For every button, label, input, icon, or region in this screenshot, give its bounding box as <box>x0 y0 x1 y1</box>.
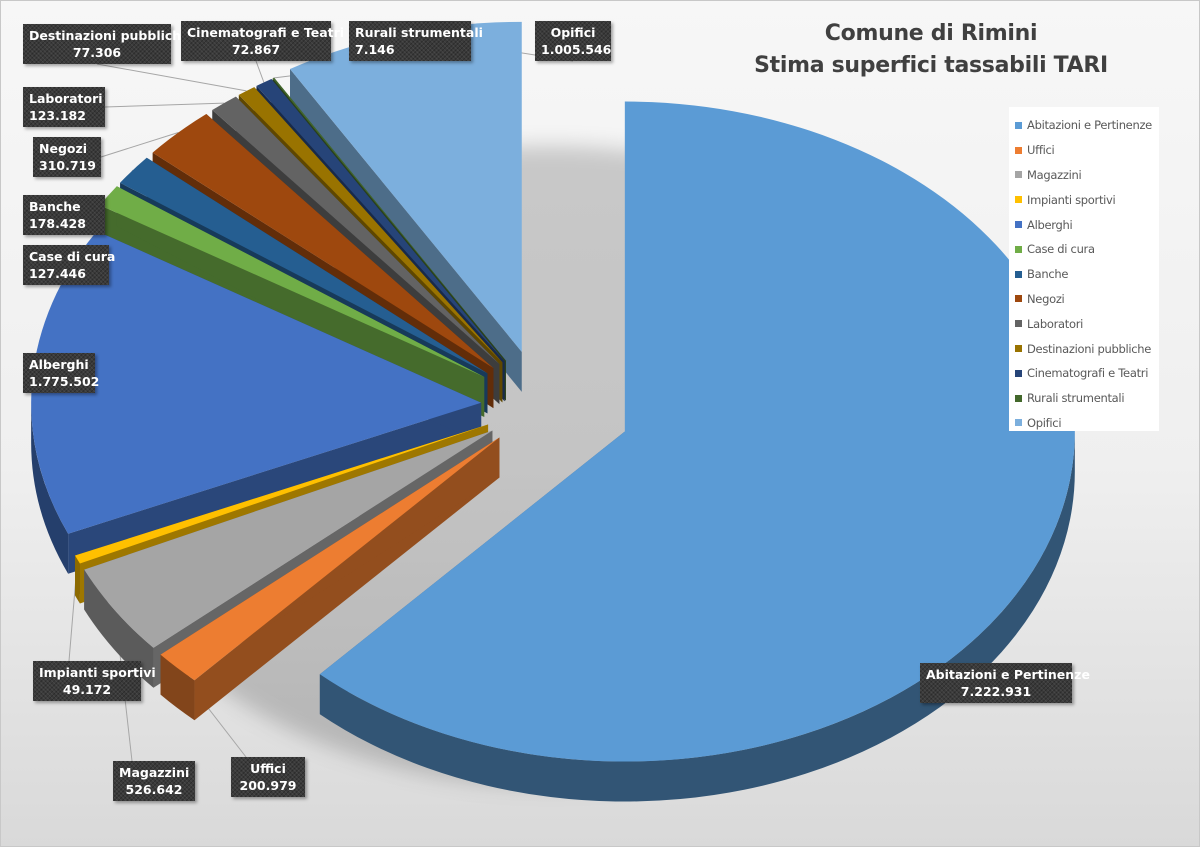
data-label-name: Alberghi <box>29 357 89 372</box>
legend-label: Alberghi <box>1027 217 1073 232</box>
legend-item: Negozi <box>1009 287 1159 312</box>
legend-label: Abitazioni e Pertinenze <box>1027 118 1152 133</box>
data-label-7: Banche 178.428 <box>23 195 105 235</box>
data-label-4: Impianti sportivi 49.172 <box>33 661 156 701</box>
legend-item: Abitazioni e Pertinenze <box>1009 113 1159 138</box>
legend-swatch <box>1015 146 1022 154</box>
data-label-name: Magazzini <box>119 765 190 780</box>
legend-swatch <box>1015 394 1022 402</box>
data-label-name: Opifici <box>550 25 596 40</box>
legend-swatch <box>1015 270 1022 278</box>
legend-swatch <box>1015 121 1022 129</box>
data-label-name: Destinazioni pubbliche <box>29 28 190 43</box>
legend-swatch <box>1015 245 1022 253</box>
data-label-9: Laboratori 123.182 <box>23 87 105 127</box>
legend-item: Banche <box>1009 262 1159 287</box>
legend-item: Uffici <box>1009 138 1159 163</box>
data-label-name: Uffici <box>250 761 286 776</box>
legend-item: Opifici <box>1009 411 1159 436</box>
data-label-value: 1.005.546 <box>541 42 612 57</box>
legend-swatch <box>1015 295 1022 303</box>
data-label-value: 49.172 <box>62 682 112 697</box>
data-label-name: Laboratori <box>29 91 103 106</box>
legend-label: Laboratori <box>1027 316 1084 331</box>
legend-label: Magazzini <box>1027 167 1082 182</box>
legend-swatch <box>1015 419 1022 427</box>
legend-label: Banche <box>1027 267 1069 282</box>
legend-swatch <box>1015 320 1022 328</box>
legend-label: Destinazioni pubbliche <box>1027 341 1152 356</box>
chart-title-line-1: Comune di Rimini <box>824 21 1038 46</box>
data-label-name: Rurali strumentali <box>355 25 483 40</box>
data-label-5: Alberghi 1.775.502 <box>23 353 100 393</box>
data-label-name: Banche <box>29 199 81 214</box>
data-label-13: Opifici 1.005.546 <box>535 21 611 61</box>
data-label-name: Case di cura <box>29 249 116 264</box>
legend-item: Impianti sportivi <box>1009 187 1159 212</box>
data-label-value: 7.146 <box>355 42 395 57</box>
data-label-1: Abitazioni e Pertinenze 7.222.931 <box>920 663 1090 703</box>
data-label-name: Negozi <box>39 141 88 156</box>
data-label-6: Case di cura 127.446 <box>23 245 116 285</box>
leader-line-11 <box>255 60 265 83</box>
leader-line-8 <box>100 132 179 158</box>
data-label-value: 310.719 <box>39 158 96 173</box>
legend-swatch <box>1015 221 1022 229</box>
data-label-value: 127.446 <box>29 266 86 281</box>
legend-label: Cinematografi e Teatri <box>1027 366 1149 381</box>
data-label-value: 200.979 <box>239 778 297 793</box>
legend-label: Case di cura <box>1027 242 1095 257</box>
data-label-10: Destinazioni pubbliche 77.306 <box>23 24 190 64</box>
data-label-value: 1.775.502 <box>29 374 100 389</box>
legend-swatch <box>1015 196 1022 204</box>
legend-item: Cinematografi e Teatri <box>1009 361 1159 386</box>
legend-item: Alberghi <box>1009 212 1159 237</box>
data-label-value: 123.182 <box>29 108 86 123</box>
pie-slices <box>31 21 1075 802</box>
data-label-12: Rurali strumentali 7.146 <box>349 21 483 61</box>
data-label-value: 77.306 <box>72 45 122 60</box>
data-label-name: Abitazioni e Pertinenze <box>926 667 1090 682</box>
legend-label: Impianti sportivi <box>1027 192 1116 207</box>
data-label-value: 178.428 <box>29 216 86 231</box>
chart-title-line-2: Stima superfici tassabili TARI <box>754 53 1108 78</box>
data-label-3: Magazzini 526.642 <box>113 761 195 801</box>
legend-item: Magazzini <box>1009 163 1159 188</box>
leader-line-9 <box>104 102 224 108</box>
data-label-11: Cinematografi e Teatri 72.867 <box>181 21 345 61</box>
data-label-2: Uffici 200.979 <box>231 757 305 797</box>
legend-item: Case di cura <box>1009 237 1159 262</box>
legend-item: Laboratori <box>1009 311 1159 336</box>
legend-item: Rurali strumentali <box>1009 386 1159 411</box>
data-label-name: Impianti sportivi <box>39 665 156 680</box>
data-label-value: 526.642 <box>125 782 183 797</box>
data-label-name: Cinematografi e Teatri <box>187 25 345 40</box>
data-label-value: 7.222.931 <box>960 684 1032 699</box>
legend-item: Destinazioni pubbliche <box>1009 336 1159 361</box>
legend-swatch <box>1015 369 1022 377</box>
pie-slice-2 <box>160 437 500 721</box>
data-label-8: Negozi 310.719 <box>33 137 101 177</box>
legend-label: Uffici <box>1027 143 1055 158</box>
leader-line-10 <box>96 63 247 92</box>
legend-label: Rurali strumentali <box>1027 391 1125 406</box>
legend-swatch <box>1015 345 1022 353</box>
pie-slice-1 <box>319 101 1075 802</box>
legend-label: Negozi <box>1027 291 1065 306</box>
legend-label: Opifici <box>1027 415 1062 430</box>
chart-legend: Abitazioni e Pertinenze Uffici Magazzini Im… <box>1009 107 1159 431</box>
data-label-value: 72.867 <box>231 42 281 57</box>
legend-swatch <box>1015 171 1022 179</box>
